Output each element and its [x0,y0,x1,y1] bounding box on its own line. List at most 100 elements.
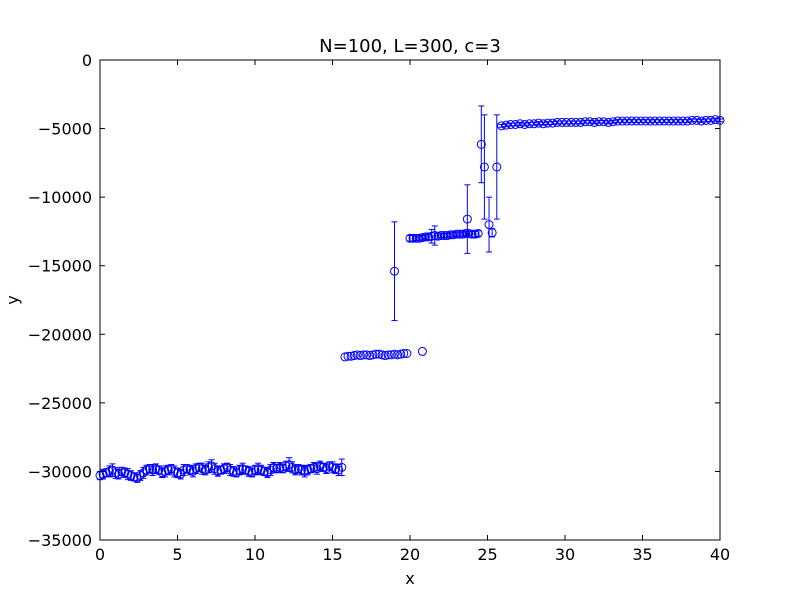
data-point [355,351,365,361]
data-point [427,231,437,241]
data-point [479,162,489,172]
data-point [417,233,427,243]
data-point [455,229,465,239]
data-point [687,115,697,125]
data-point [487,228,497,238]
data-point [464,228,474,238]
data-point [414,233,424,243]
data-point [613,116,623,126]
data-point [287,462,297,472]
data-point [622,116,632,126]
data-point [520,119,530,129]
data-point [506,119,516,129]
data-point [210,464,220,474]
data-point [284,460,294,470]
data-point [710,115,720,125]
data-point [562,117,572,127]
data-point [421,232,430,242]
data-point [390,349,399,359]
data-point [390,266,399,276]
data-point [334,465,344,475]
data-point [470,229,480,239]
data-point [659,116,669,126]
data-point [473,228,483,238]
data-point [359,350,368,360]
y-tick-label: −20000 [28,325,92,344]
data-point [266,465,275,475]
data-point [548,118,558,128]
data-point [566,117,576,127]
data-point [166,464,176,474]
y-tick-label: −10000 [28,188,92,207]
data-point [571,117,581,127]
data-point [278,464,288,474]
x-tick-label: 35 [632,545,652,564]
y-axis: 0 −5000 −10000 −15000 −20000 −25000 −30000 −350… [28,51,720,550]
x-tick-label: 20 [400,545,420,564]
data-point [433,231,443,241]
data-point [627,116,637,126]
data-point [411,233,421,243]
x-tick-label: 30 [555,545,575,564]
y-tick-label: −30000 [28,462,92,481]
data-point [524,119,534,129]
data-point [135,471,145,481]
data-point [399,348,409,358]
error-bars [97,105,723,483]
data-point [631,116,641,126]
data-point [448,230,458,240]
data-point [396,349,406,359]
data-point [402,348,412,358]
data-point [188,466,198,476]
data-point [492,162,502,172]
data-point [408,233,418,243]
data-point [655,116,665,126]
data-point [589,117,599,127]
data-point [476,139,486,149]
data-point [362,350,372,360]
data-point [461,228,471,238]
y-tick-label: −5000 [38,120,92,139]
data-point [510,119,520,129]
data-point [515,119,525,129]
data-point [442,231,452,241]
data-point [501,120,511,130]
chart-title: N=100, L=300, c=3 [319,36,501,57]
data-point [445,230,455,240]
data-point [534,118,544,128]
x-tick-label: 0 [95,545,105,564]
data-point [692,115,702,125]
data-point [349,351,359,361]
data-point [608,117,618,127]
data-point [352,350,362,360]
data-point [386,350,396,360]
data-point [247,468,257,478]
data-point [673,116,683,126]
y-tick-label: 0 [82,51,92,70]
data-point [321,464,331,474]
data-point [114,469,124,479]
data-point [467,229,477,239]
data-point [262,468,272,478]
data-point [594,117,604,127]
data-point [557,117,567,127]
data-point [436,231,446,241]
data-point [484,220,494,230]
x-tick-label: 15 [322,545,342,564]
y-tick-label: −25000 [28,394,92,413]
data-point [393,350,403,360]
data-point [706,115,716,125]
data-point [682,116,692,126]
data-point [439,231,449,241]
y-tick-label: −35000 [28,531,92,550]
data-point [132,473,142,483]
data-point [696,116,706,126]
data-point [636,116,646,126]
data-point [231,468,241,478]
data-point [430,231,440,241]
data-point [496,121,506,131]
data-point [701,115,711,125]
data-point [538,119,548,129]
x-tick-label: 5 [172,545,182,564]
